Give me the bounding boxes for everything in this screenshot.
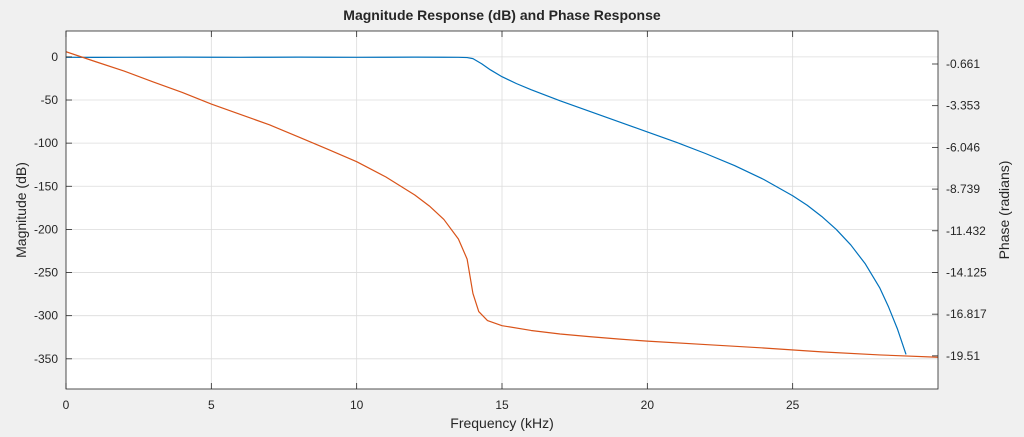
right-y-axis-label: Phase (radians): [996, 161, 1012, 260]
magnitude-response-line: [66, 56, 907, 355]
x-axis-label: Frequency (kHz): [450, 415, 553, 431]
x-tick-labels: 0 5 10 15 20 25: [63, 398, 800, 412]
x-tick-label: 0: [63, 398, 70, 412]
left-y-tick-label: 0: [51, 50, 58, 64]
left-y-tick-label: -350: [34, 352, 58, 366]
right-y-tick-labels: -0.661 -3.353 -6.046 -8.739 -11.432 -14.125 -1…: [946, 57, 987, 363]
left-y-axis-label: Magnitude (dB): [13, 162, 29, 258]
left-y-tick-label: -300: [34, 309, 58, 323]
right-y-tick-label: -6.046: [946, 140, 980, 154]
left-y-tick-label: -200: [34, 222, 58, 236]
right-y-tick-label: -0.661: [946, 57, 980, 71]
right-y-tick-label: -16.817: [946, 307, 987, 321]
phase-response-line: [66, 51, 938, 358]
left-y-tick-label: -250: [34, 266, 58, 280]
left-y-tick-label: -50: [41, 93, 59, 107]
x-tick-label: 15: [495, 398, 509, 412]
left-y-tick-label: -100: [34, 136, 58, 150]
chart-title: Magnitude Response (dB) and Phase Respon…: [343, 7, 661, 23]
grid-lines: [65, 31, 938, 389]
right-y-tick-label: -11.432: [946, 224, 986, 238]
x-tick-label: 20: [641, 398, 655, 412]
right-y-tick-label: -8.739: [946, 182, 980, 196]
right-y-tick-label: -19.51: [946, 349, 980, 363]
right-y-tick-label: -3.353: [946, 99, 980, 113]
plot-lines: [66, 51, 938, 358]
x-tick-label: 5: [208, 398, 215, 412]
x-tick-label: 25: [786, 398, 800, 412]
tick-marks: [65, 31, 938, 389]
left-y-tick-labels: 0 -50 -100 -150 -200 -250 -300 -350: [34, 50, 58, 366]
right-y-tick-label: -14.125: [946, 265, 987, 279]
x-tick-label: 10: [350, 398, 364, 412]
left-y-tick-label: -150: [34, 179, 58, 193]
